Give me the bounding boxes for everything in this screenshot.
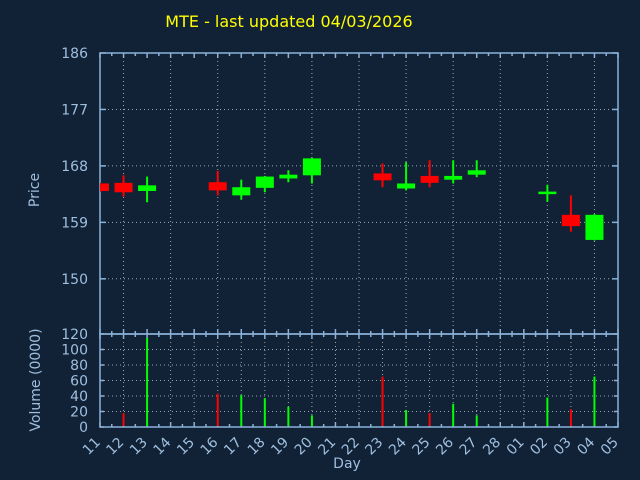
candle-body [114, 182, 133, 193]
candle-day-02 [538, 184, 557, 202]
candle-body [467, 170, 486, 175]
candle-body [444, 175, 463, 180]
candle-body [420, 175, 439, 183]
candle-day-11 [100, 182, 109, 192]
candle-day-26 [444, 160, 463, 184]
volume-tick-label: 80 [70, 358, 88, 374]
candle-day-13 [138, 176, 157, 203]
volume-tick-label: 120 [61, 327, 88, 343]
candles [100, 157, 604, 241]
chart-title: MTE - last updated 04/03/2026 [165, 12, 413, 31]
x-axis-title: Day [333, 456, 361, 472]
day-tick-label: 25 [410, 435, 434, 459]
day-tick-label: 01 [504, 435, 528, 459]
day-tick-label: 05 [598, 435, 622, 459]
volume-bars [122, 337, 596, 426]
candle-body [255, 176, 274, 188]
price-tick-label: 159 [61, 215, 88, 231]
price-tick-label: 177 [61, 102, 88, 118]
volume-tick-label: 20 [70, 405, 88, 421]
price-tick-label: 168 [61, 159, 88, 175]
day-tick-label: 17 [221, 435, 245, 459]
candle-body [232, 187, 251, 196]
day-tick-label: 19 [268, 435, 292, 459]
day-tick-label: 24 [386, 434, 410, 458]
day-tick-label: 27 [457, 435, 481, 459]
candle-body [397, 183, 416, 189]
day-tick-label: 26 [433, 434, 457, 458]
candle-body [279, 174, 298, 179]
day-tick-label: 16 [198, 434, 222, 458]
volume-tick-label: 0 [79, 420, 88, 436]
day-tick-label: 23 [362, 435, 386, 459]
candle-day-12 [114, 175, 133, 197]
volume-tick-label: 40 [70, 389, 88, 405]
day-tick-label: 20 [292, 435, 316, 459]
day-tick-label: 13 [127, 435, 151, 459]
candle-day-27 [467, 160, 486, 178]
candle-body [373, 173, 392, 181]
candle-body [302, 158, 321, 176]
day-tick-label: 11 [80, 435, 104, 459]
day-tick-label: 22 [339, 435, 363, 459]
day-tick-label: 18 [245, 435, 269, 459]
candle-body [538, 191, 557, 195]
candle-day-24 [397, 162, 416, 191]
candle-day-25 [420, 160, 439, 188]
day-tick-label: 21 [315, 435, 339, 459]
candle-body [561, 214, 580, 227]
candle-day-19 [279, 170, 298, 183]
candle-day-03 [561, 195, 580, 232]
candle-day-18 [255, 175, 274, 193]
day-tick-label: 28 [480, 435, 504, 459]
candle-body [585, 214, 604, 240]
day-tick-label: 14 [151, 434, 175, 458]
day-tick-label: 04 [574, 434, 598, 458]
price-tick-label: 150 [61, 272, 88, 288]
candle-day-17 [232, 179, 251, 200]
day-tick-label: 02 [527, 435, 551, 459]
candle-body [208, 182, 227, 191]
day-tick-label: 12 [103, 435, 127, 459]
day-tick-label: 15 [174, 435, 198, 459]
candle-day-23 [373, 163, 392, 188]
candle-body [100, 183, 109, 191]
volume-tick-label: 100 [61, 343, 88, 359]
price-tick-label: 186 [61, 46, 88, 62]
candle-day-20 [302, 157, 321, 184]
candle-day-04 [585, 214, 604, 241]
candle-body [138, 185, 157, 191]
volume-tick-label: 60 [70, 374, 88, 390]
day-tick-label: 03 [551, 435, 575, 459]
candle-day-16 [208, 170, 227, 196]
